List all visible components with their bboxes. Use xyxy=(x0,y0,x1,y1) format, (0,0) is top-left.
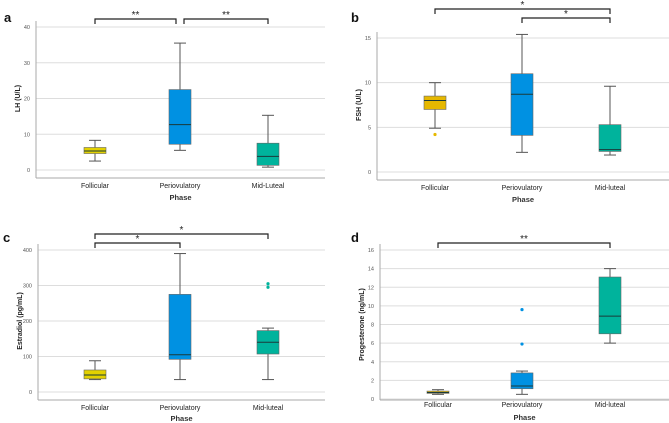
y-tick-label: 10 xyxy=(368,304,374,310)
outlier-point xyxy=(433,132,437,137)
y-tick-label: 400 xyxy=(23,248,32,254)
y-tick-label: 10 xyxy=(24,132,30,138)
x-tick-label: Mid-luteal xyxy=(595,402,626,409)
x-tick-label: Periovulatory xyxy=(502,185,543,192)
x-axis-label: Phase xyxy=(512,195,534,204)
significance-bracket xyxy=(183,18,269,24)
box xyxy=(598,124,622,152)
x-tick-label: Periovulatory xyxy=(502,402,543,409)
x-axis-label: Phase xyxy=(513,413,535,422)
significance-label: * xyxy=(521,0,525,11)
box xyxy=(423,95,447,110)
y-tick-label: 0 xyxy=(29,390,32,396)
panel-label: a xyxy=(4,10,12,25)
outlier-point xyxy=(520,342,524,346)
significance-label: ** xyxy=(222,10,230,21)
y-tick-label: 200 xyxy=(23,319,32,325)
x-tick-label: Mid-Luteal xyxy=(252,183,285,190)
y-tick-label: 10 xyxy=(365,81,371,87)
y-tick-label: 0 xyxy=(27,168,30,174)
y-tick-label: 14 xyxy=(368,267,374,273)
x-tick-label: Mid-luteal xyxy=(253,405,284,412)
outlier-point xyxy=(266,282,270,286)
y-tick-label: 0 xyxy=(368,170,371,176)
significance-label: * xyxy=(136,234,140,245)
y-tick-label: 0 xyxy=(371,397,374,403)
box xyxy=(510,372,534,390)
y-axis-label: Progesterone (ng/mL) xyxy=(359,288,366,361)
significance-bracket xyxy=(521,17,611,23)
box xyxy=(83,147,107,154)
significance-label: * xyxy=(564,9,568,20)
panel-label: b xyxy=(351,10,359,25)
significance-bracket xyxy=(94,18,177,24)
y-axis-label: Estradiol (pg/mL) xyxy=(17,292,24,350)
x-axis-label: Phase xyxy=(169,193,191,202)
significance-bracket xyxy=(434,8,611,14)
x-tick-label: Mid-luteal xyxy=(595,185,626,192)
outlier-point xyxy=(266,285,270,289)
box xyxy=(83,369,107,380)
x-tick-label: Follicular xyxy=(81,183,110,190)
outlier-point xyxy=(520,308,524,312)
y-axis-label: LH (U/L) xyxy=(15,85,22,112)
y-axis-label: FSH (U/L) xyxy=(356,89,363,121)
x-tick-label: Follicular xyxy=(421,185,450,192)
x-tick-label: Periovulatory xyxy=(160,405,201,412)
box xyxy=(168,89,192,145)
significance-bracket xyxy=(437,242,611,248)
box xyxy=(598,276,622,335)
significance-label: * xyxy=(180,225,184,236)
y-tick-label: 6 xyxy=(371,341,374,347)
y-tick-label: 8 xyxy=(371,323,374,329)
y-tick-label: 300 xyxy=(23,284,32,290)
y-tick-label: 5 xyxy=(368,125,371,131)
y-tick-label: 4 xyxy=(371,360,374,366)
box xyxy=(510,73,534,136)
y-tick-label: 12 xyxy=(368,285,374,291)
y-tick-label: 40 xyxy=(24,25,30,31)
box xyxy=(168,294,192,360)
panel-label: c xyxy=(3,230,10,245)
significance-bracket xyxy=(94,233,269,239)
y-tick-label: 20 xyxy=(24,97,30,103)
y-tick-label: 30 xyxy=(24,61,30,67)
x-axis-label: Phase xyxy=(170,414,192,423)
x-tick-label: Follicular xyxy=(81,405,110,412)
box xyxy=(256,142,280,166)
y-tick-label: 2 xyxy=(371,378,374,384)
y-tick-label: 100 xyxy=(23,355,32,361)
y-tick-label: 15 xyxy=(365,36,371,42)
x-tick-label: Follicular xyxy=(424,402,453,409)
significance-bracket xyxy=(94,242,181,248)
panel-label: d xyxy=(351,230,359,245)
x-tick-label: Periovulatory xyxy=(160,183,201,190)
y-tick-label: 16 xyxy=(368,248,374,254)
significance-label: ** xyxy=(520,234,528,245)
significance-label: ** xyxy=(132,10,140,21)
